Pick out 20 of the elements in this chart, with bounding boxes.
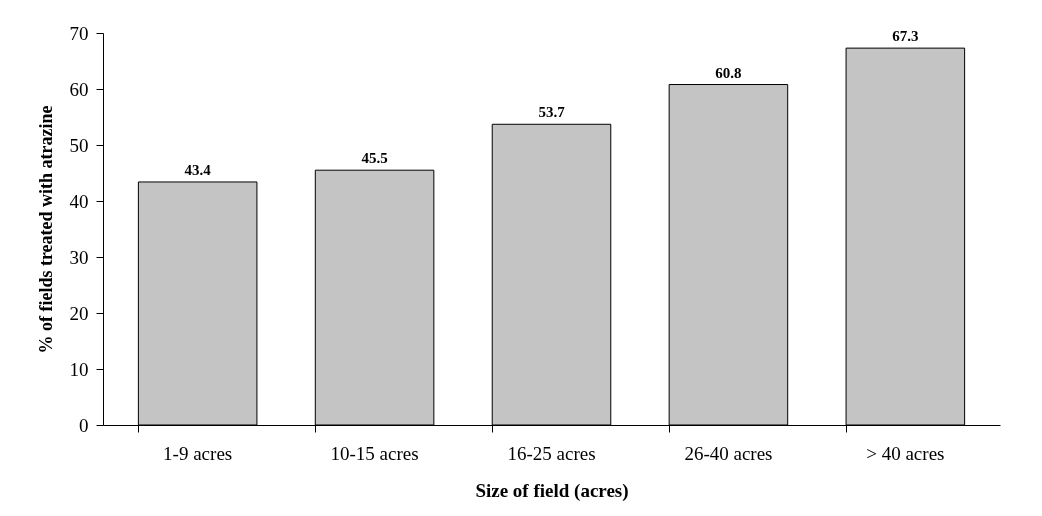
x-axis-title: Size of field (acres) <box>475 479 629 502</box>
data-label: 43.4 <box>184 161 212 178</box>
x-tick-label: > 40 acres <box>866 442 945 464</box>
x-tick-label: 1-9 acres <box>163 442 233 464</box>
data-label: 53.7 <box>538 104 566 121</box>
y-tick-label: 30 <box>69 246 89 268</box>
x-tick-label: 16-25 acres <box>507 442 596 464</box>
y-tick-label: 70 <box>69 22 89 44</box>
y-tick-label: 20 <box>69 302 89 324</box>
y-axis-title: % of fields treated with atrazine <box>35 105 56 354</box>
data-label: 67.3 <box>892 28 919 45</box>
y-tick-label: 50 <box>69 134 89 156</box>
y-tick-label: 0 <box>79 414 89 436</box>
y-tick-label: 40 <box>69 190 89 212</box>
x-tick-label: 26-40 acres <box>684 442 773 464</box>
data-label: 60.8 <box>715 64 742 81</box>
data-label: 45.5 <box>361 150 388 167</box>
y-tick-label: 10 <box>69 358 89 380</box>
y-tick-label: 60 <box>69 78 89 100</box>
x-tick-label: 10-15 acres <box>330 442 419 464</box>
